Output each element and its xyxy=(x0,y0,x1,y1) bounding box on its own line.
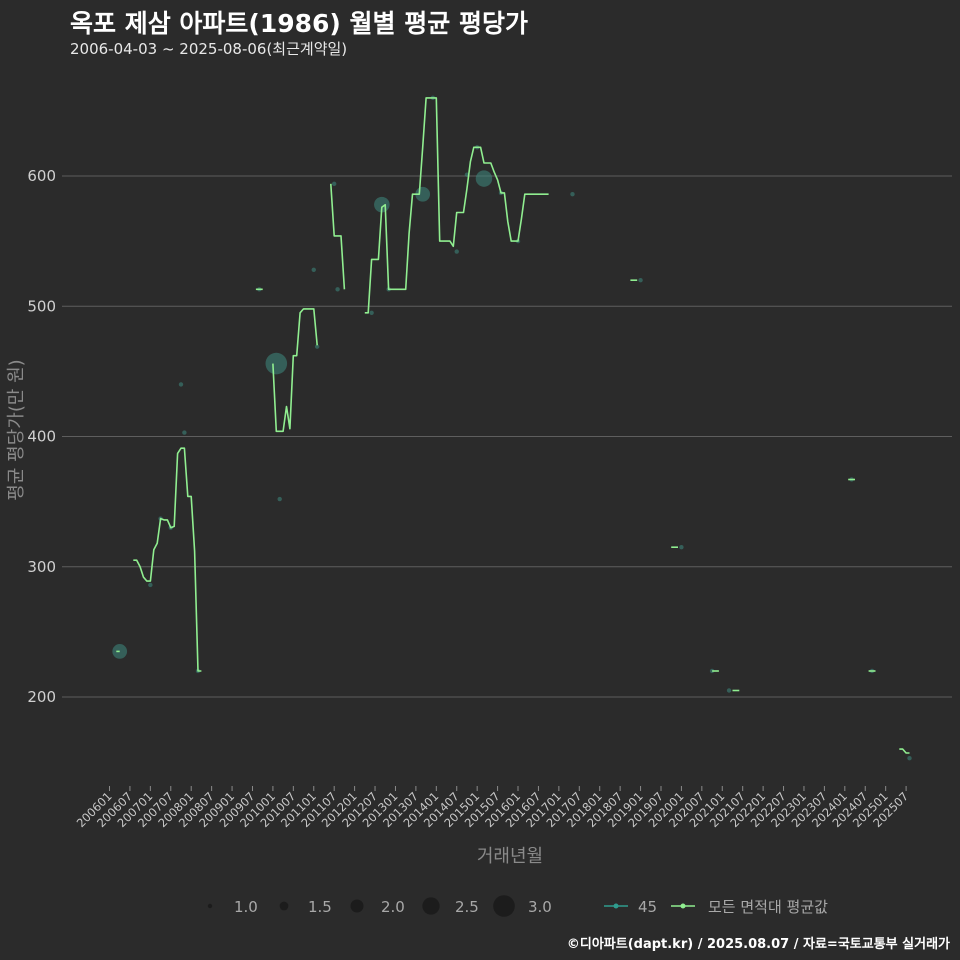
legend-size-label: 2.5 xyxy=(455,898,479,916)
y-tick-label: 500 xyxy=(27,297,56,315)
legend-size-label: 3.0 xyxy=(528,898,552,916)
y-tick-label: 400 xyxy=(27,428,56,446)
source-caption: ©디아파트(dapt.kr) / 2025.08.07 / 자료=국토교통부 실… xyxy=(566,937,950,952)
legend-size-key xyxy=(279,901,289,911)
y-tick-label: 600 xyxy=(27,167,56,185)
legend-size-key xyxy=(207,903,213,909)
series-line-segment xyxy=(899,748,910,754)
y-axis-title: 평균 평당가(만 원) xyxy=(6,359,27,500)
data-point xyxy=(112,644,128,659)
legend-size-label: 1.5 xyxy=(308,898,332,916)
legend-size-key xyxy=(350,899,364,913)
series-line-segment xyxy=(364,97,549,314)
data-point xyxy=(369,310,374,315)
series-line-segment xyxy=(272,308,318,433)
series-line-segment xyxy=(330,183,346,290)
legend-line-dot xyxy=(680,903,686,909)
chart-title: 옥포 제삼 아파트(1986) 월별 평균 평당가 xyxy=(70,9,528,38)
series-line-segment xyxy=(133,447,202,672)
data-point xyxy=(277,496,282,502)
legend-size-key xyxy=(493,895,515,917)
grid-lines xyxy=(62,175,952,698)
data-point xyxy=(182,430,187,435)
data-point xyxy=(907,756,912,761)
data-point xyxy=(570,192,575,197)
legend-size-key xyxy=(422,897,440,915)
data-point xyxy=(178,382,184,387)
point-series xyxy=(112,95,912,761)
data-point xyxy=(335,287,340,292)
data-point xyxy=(331,181,337,187)
legend-point-key xyxy=(613,903,619,909)
y-tick-label: 300 xyxy=(27,558,56,576)
data-point xyxy=(726,688,732,693)
legend: 1.0 1.5 2.0 2.5 3.0 45 모든 면적대 평균값 xyxy=(207,895,828,917)
x-axis-title: 거래년월 xyxy=(477,846,543,867)
data-point xyxy=(311,267,316,272)
legend-size-label: 1.0 xyxy=(234,898,258,916)
data-point xyxy=(314,344,320,349)
data-point xyxy=(475,170,493,187)
data-point xyxy=(679,545,684,550)
legend-line-label: 모든 면적대 평균값 xyxy=(708,898,828,916)
x-axis-ticks: 2006012006072007012007072008012008072009… xyxy=(74,786,911,830)
data-point xyxy=(709,668,715,674)
y-axis-ticks: 200 300 400 500 600 xyxy=(27,167,56,706)
legend-size-label: 2.0 xyxy=(381,898,405,916)
chart-subtitle: 2006-04-03 ~ 2025-08-06(최근계약일) xyxy=(70,40,348,58)
legend-point-label: 45 xyxy=(638,898,657,916)
y-tick-label: 200 xyxy=(27,688,56,706)
data-point xyxy=(454,249,459,254)
data-point xyxy=(148,582,153,588)
line-series xyxy=(116,97,910,754)
data-point xyxy=(265,352,288,375)
data-point xyxy=(638,278,643,283)
